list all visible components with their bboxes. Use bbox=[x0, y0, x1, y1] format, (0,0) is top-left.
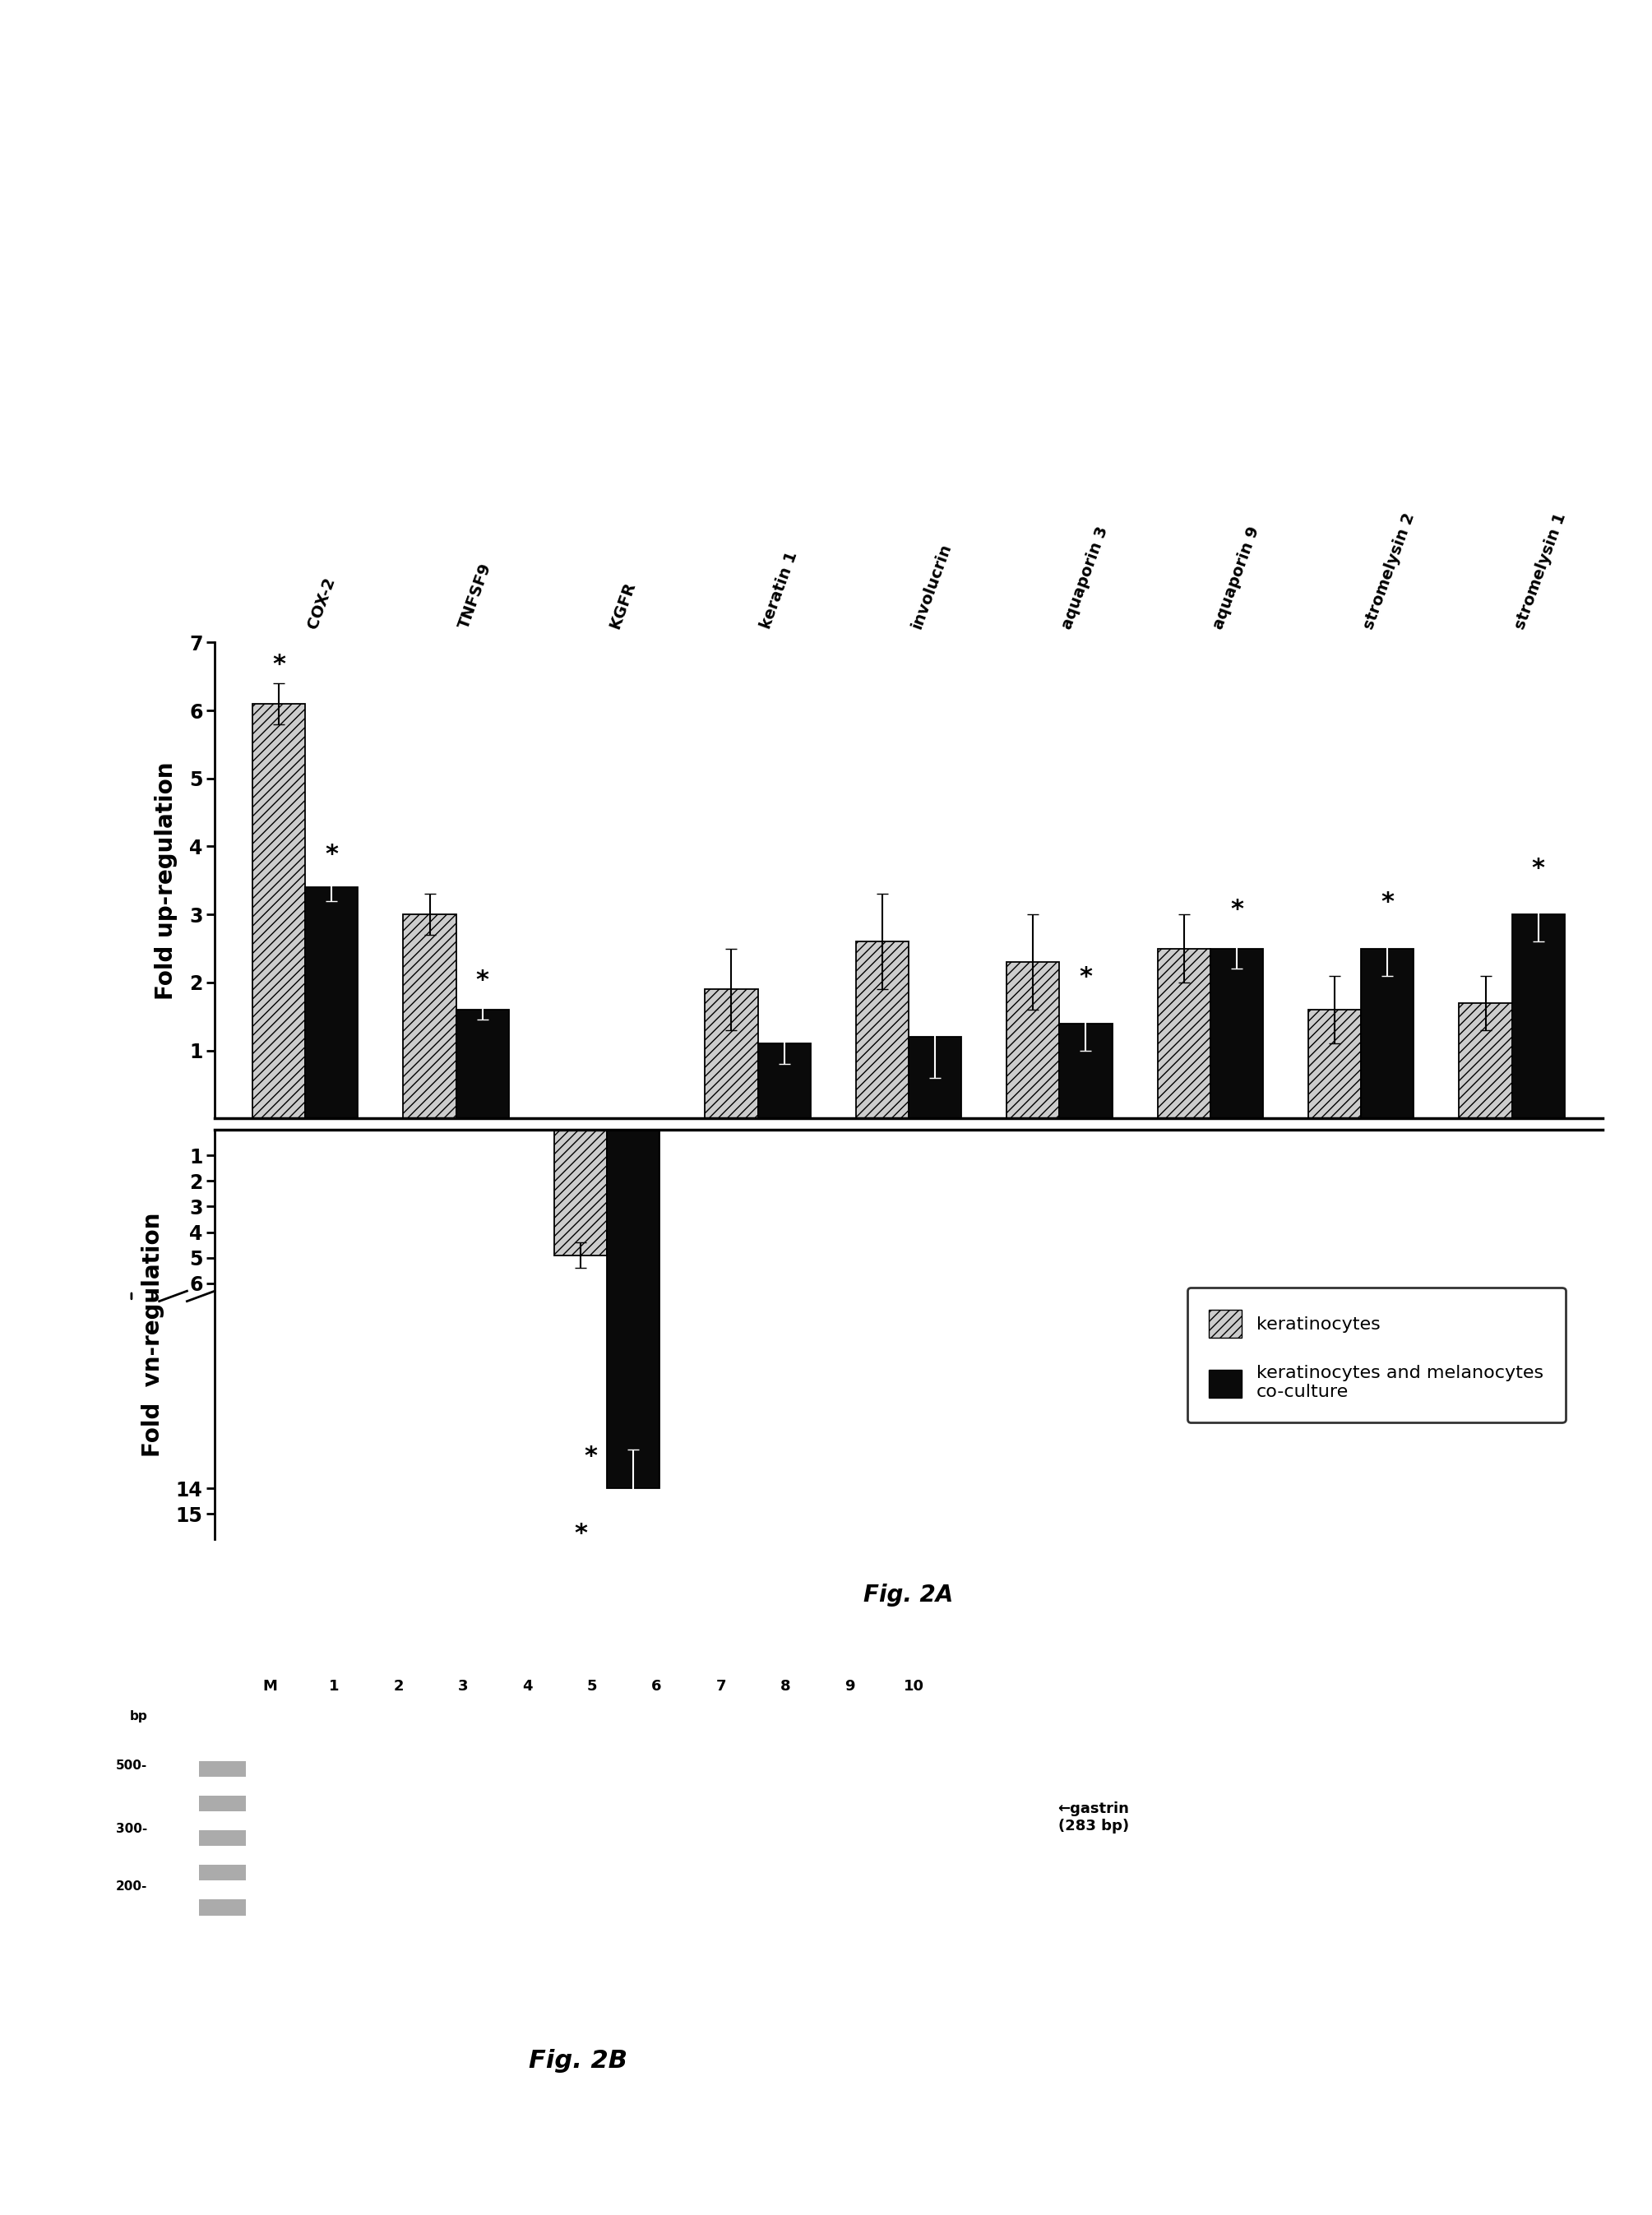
Text: TNFSF9: TNFSF9 bbox=[456, 560, 494, 631]
Bar bbox=[198, 1761, 246, 1776]
Text: bp: bp bbox=[129, 1710, 147, 1723]
Bar bbox=[456, 1010, 509, 1119]
Text: 4: 4 bbox=[522, 1679, 532, 1694]
Text: *: * bbox=[476, 968, 489, 992]
Text: 3: 3 bbox=[458, 1679, 468, 1694]
Text: 2: 2 bbox=[393, 1679, 403, 1694]
Bar bbox=[1512, 915, 1564, 1119]
Text: M: M bbox=[263, 1679, 278, 1694]
Bar bbox=[553, 1130, 606, 1256]
Text: Fig. 2B: Fig. 2B bbox=[529, 2049, 628, 2073]
Bar bbox=[253, 704, 306, 1119]
Bar bbox=[1006, 961, 1059, 1119]
Bar bbox=[606, 1130, 659, 1488]
Text: stromelysin 2: stromelysin 2 bbox=[1361, 509, 1417, 631]
Text: 9: 9 bbox=[844, 1679, 854, 1694]
Bar bbox=[1059, 1023, 1112, 1119]
Text: involucrin: involucrin bbox=[909, 543, 953, 631]
Text: *: * bbox=[1381, 890, 1394, 915]
Text: *: * bbox=[573, 1522, 586, 1546]
Text: 7: 7 bbox=[715, 1679, 725, 1694]
Text: stromelysin 1: stromelysin 1 bbox=[1512, 509, 1569, 631]
Bar bbox=[370, 1852, 426, 1905]
Bar bbox=[403, 915, 456, 1119]
Text: KGFR: KGFR bbox=[606, 580, 638, 631]
Bar bbox=[306, 1796, 362, 1850]
Bar bbox=[1308, 1010, 1361, 1119]
Bar bbox=[198, 1796, 246, 1812]
Text: *: * bbox=[1231, 897, 1244, 921]
Bar bbox=[856, 941, 909, 1119]
Text: 6: 6 bbox=[651, 1679, 661, 1694]
Text: 500-: 500- bbox=[116, 1759, 147, 1772]
Bar bbox=[198, 1830, 246, 1847]
Bar bbox=[306, 1852, 362, 1905]
Text: 200-: 200- bbox=[116, 1881, 147, 1892]
Bar bbox=[1459, 1003, 1512, 1119]
Bar bbox=[909, 1037, 961, 1119]
Bar bbox=[1158, 948, 1211, 1119]
Text: 10: 10 bbox=[904, 1679, 925, 1694]
Text: *: * bbox=[585, 1444, 598, 1469]
Bar bbox=[758, 1043, 811, 1119]
Text: *: * bbox=[1531, 857, 1545, 882]
Bar bbox=[705, 990, 758, 1119]
Text: 1: 1 bbox=[329, 1679, 339, 1694]
Text: aquaporin 9: aquaporin 9 bbox=[1211, 525, 1262, 631]
Text: *: * bbox=[1079, 966, 1092, 990]
Bar bbox=[370, 1796, 426, 1850]
Y-axis label: Fold  vn-regulation: Fold vn-regulation bbox=[142, 1212, 164, 1457]
Bar bbox=[306, 888, 358, 1119]
Text: 300-: 300- bbox=[116, 1823, 147, 1834]
Text: Fig. 2A: Fig. 2A bbox=[864, 1584, 953, 1606]
Text: 5: 5 bbox=[586, 1679, 596, 1694]
Text: keratin 1: keratin 1 bbox=[758, 549, 800, 631]
Y-axis label: Fold up-regulation: Fold up-regulation bbox=[155, 762, 178, 999]
Text: aquaporin 3: aquaporin 3 bbox=[1059, 525, 1112, 631]
Bar bbox=[1211, 948, 1264, 1119]
Text: *: * bbox=[325, 844, 339, 866]
Bar bbox=[198, 1865, 246, 1881]
Text: COX-2: COX-2 bbox=[306, 576, 339, 631]
Legend: keratinocytes, keratinocytes and melanocytes
co-culture: keratinocytes, keratinocytes and melanoc… bbox=[1188, 1287, 1566, 1422]
Bar bbox=[1361, 948, 1414, 1119]
Text: ←gastrin
(283 bp): ←gastrin (283 bp) bbox=[1057, 1801, 1130, 1834]
Bar bbox=[198, 1900, 246, 1916]
Text: 8: 8 bbox=[780, 1679, 790, 1694]
Text: *: * bbox=[273, 653, 286, 676]
